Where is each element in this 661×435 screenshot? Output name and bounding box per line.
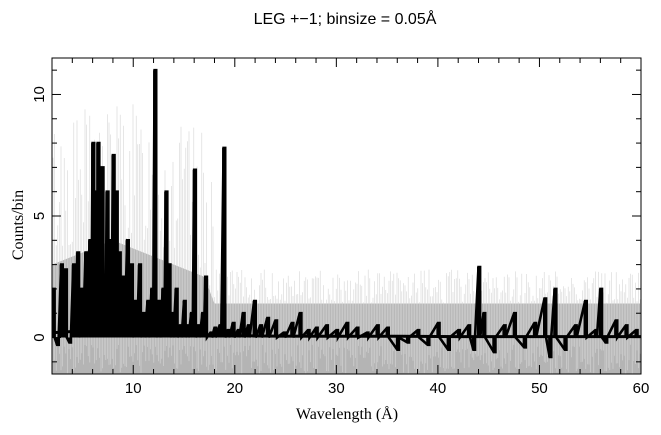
y-tick-label: 10: [31, 86, 48, 103]
axes-layer: 10 20 30 40 50 60 0 5 10: [31, 57, 650, 397]
x-tick-label: 60: [633, 380, 650, 397]
x-tick-label: 50: [531, 380, 548, 397]
x-axis-label: Wavelength (Å): [296, 405, 398, 423]
data-layer: [52, 68, 641, 359]
y-tick-label: 5: [31, 212, 48, 220]
chart-title: LEG +−1; binsize = 0.05Å: [254, 9, 437, 28]
x-tick-label: 20: [226, 380, 243, 397]
y-axis-label: Counts/bin: [10, 190, 27, 260]
x-tick-label: 40: [430, 380, 447, 397]
y-tick-label: 0: [31, 333, 48, 341]
x-tick-label: 30: [328, 380, 345, 397]
x-tick-label: 10: [125, 380, 142, 397]
